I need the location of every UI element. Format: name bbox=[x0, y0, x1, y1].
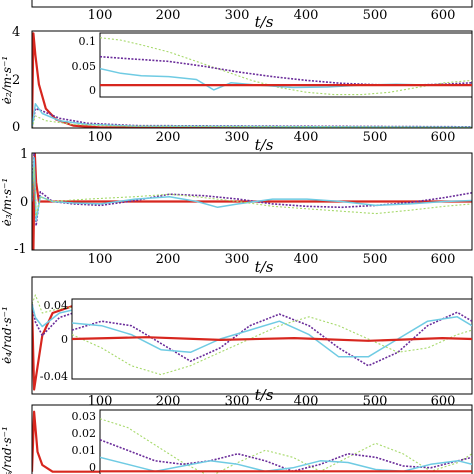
panel-2-series-green bbox=[32, 115, 472, 128]
panel-3-frame bbox=[31, 152, 473, 251]
y-tick-label: -1 bbox=[14, 242, 27, 257]
panel-3-series-cyan bbox=[32, 157, 472, 222]
x-tick-label: 600 bbox=[431, 252, 456, 267]
panel-3: 1 0 -1 ė₃/m·s⁻¹ 100 200 300 400 500 600 … bbox=[0, 147, 473, 276]
panel-5-inset-background bbox=[99, 409, 473, 474]
panel-2-y-axis-label: ė₂/m·s⁻¹ bbox=[0, 56, 14, 104]
panel-2-x-axis-label: t/s bbox=[255, 136, 274, 154]
x-tick-label: 100 bbox=[88, 8, 113, 23]
x-tick-label: 400 bbox=[294, 394, 319, 409]
x-tick-label: 500 bbox=[363, 252, 388, 267]
inset-y-tick-label: -0.04 bbox=[40, 370, 68, 383]
x-tick-label: 100 bbox=[88, 394, 113, 409]
panel-4-x-tick-labels: 100 200 300 400 500 600 bbox=[88, 394, 456, 409]
x-tick-label: 400 bbox=[294, 252, 319, 267]
panel-2-inset-series-purple bbox=[100, 55, 472, 86]
panel-3-x-tick-labels: 100 200 300 400 500 600 bbox=[88, 252, 456, 267]
x-tick-label: 500 bbox=[363, 394, 388, 409]
inset-y-tick-label: 0.04 bbox=[44, 299, 69, 312]
panel-1: 100 200 300 400 500 600 t/s bbox=[31, 0, 473, 31]
panel-4: ė₄/rad·s⁻¹ 0.04 0 -0.04 bbox=[0, 276, 473, 395]
inset-y-tick-label: 0.05 bbox=[72, 60, 97, 73]
panel-4-inset-series-cyan bbox=[72, 316, 472, 358]
panel-4-inset-series-red bbox=[72, 336, 472, 342]
x-tick-label: 200 bbox=[156, 394, 181, 409]
y-tick-label: 2 bbox=[12, 73, 20, 88]
inset-y-tick-label: 0 bbox=[89, 84, 96, 97]
panel-2-x-tick-labels: 100 200 300 400 500 600 bbox=[88, 130, 456, 145]
panel-1-frame bbox=[31, 0, 473, 8]
x-tick-label: 100 bbox=[88, 130, 113, 145]
panel-5-inset-series-green bbox=[100, 418, 472, 474]
panel-4-inset-series-green bbox=[72, 316, 472, 376]
panel-1-x-tick-labels: 100 200 300 400 500 600 bbox=[88, 8, 456, 23]
x-tick-label: 600 bbox=[431, 394, 456, 409]
panel-4-inset-series-purple bbox=[72, 311, 472, 367]
x-tick-label: 500 bbox=[363, 130, 388, 145]
panel-2-series-red bbox=[32, 32, 472, 128]
x-tick-label: 500 bbox=[363, 8, 388, 23]
panel-4-y-axis-label: ė₄/rad·s⁻¹ bbox=[0, 306, 14, 364]
panel-4-x-axis-label: t/s bbox=[255, 386, 274, 404]
panel-2: 4 2 0 ė₂/m·s⁻¹ 0.1 0.05 0 100 200 300 40… bbox=[0, 25, 473, 154]
panel-3-series-green bbox=[32, 167, 472, 217]
panel-5-inset: 0.03 0.02 0.01 0 bbox=[72, 409, 473, 474]
y-tick-label: 0 bbox=[12, 120, 20, 135]
inset-y-tick-label: 0 bbox=[89, 461, 96, 474]
inset-y-tick-label: 0.03 bbox=[72, 410, 97, 423]
x-tick-label: 200 bbox=[156, 130, 181, 145]
inset-y-tick-label: 0.02 bbox=[72, 427, 97, 440]
x-tick-label: 300 bbox=[225, 8, 250, 23]
panel-1-x-axis-label: t/s bbox=[255, 13, 274, 31]
y-tick-label: 4 bbox=[12, 25, 20, 40]
panel-4-series-purple bbox=[32, 303, 472, 337]
x-tick-label: 300 bbox=[225, 252, 250, 267]
y-tick-label: 0 bbox=[20, 195, 28, 210]
x-tick-label: 200 bbox=[156, 252, 181, 267]
panel-3-series-red bbox=[32, 153, 472, 250]
x-tick-label: 100 bbox=[88, 252, 113, 267]
x-tick-label: 400 bbox=[294, 8, 319, 23]
x-tick-label: 400 bbox=[294, 130, 319, 145]
x-tick-label: 200 bbox=[156, 8, 181, 23]
panel-3-y-axis-label: ė₃/m·s⁻¹ bbox=[0, 178, 14, 226]
x-tick-label: 600 bbox=[431, 130, 456, 145]
panel-3-series-purple bbox=[32, 153, 472, 227]
x-tick-label: 600 bbox=[431, 8, 456, 23]
panel-2-y-tick-labels: 4 2 0 bbox=[12, 25, 20, 135]
panel-3-y-tick-labels: 1 0 -1 bbox=[14, 147, 28, 257]
x-tick-label: 300 bbox=[225, 394, 250, 409]
inset-y-tick-label: 0 bbox=[61, 333, 68, 346]
panel-2-series-cyan bbox=[32, 103, 472, 128]
panel-5: 100 200 300 400 500 600 t/s ė₅/rad·s⁻¹ 0… bbox=[0, 386, 473, 474]
x-tick-label: 300 bbox=[225, 130, 250, 145]
panel-2-series-purple bbox=[32, 107, 472, 128]
inset-y-tick-label: 0.1 bbox=[79, 35, 97, 48]
panel-2-inset: 0.1 0.05 0 bbox=[72, 32, 473, 98]
panel-3-x-axis-label: t/s bbox=[255, 258, 274, 276]
inset-y-tick-label: 0.01 bbox=[72, 444, 97, 457]
panel-5-inset-series-cyan bbox=[100, 456, 472, 473]
y-tick-label: 1 bbox=[20, 147, 28, 162]
panel-4-inset: 0.04 0 -0.04 bbox=[40, 298, 473, 383]
panel-5-y-axis-label: ė₅/rad·s⁻¹ bbox=[0, 426, 14, 474]
